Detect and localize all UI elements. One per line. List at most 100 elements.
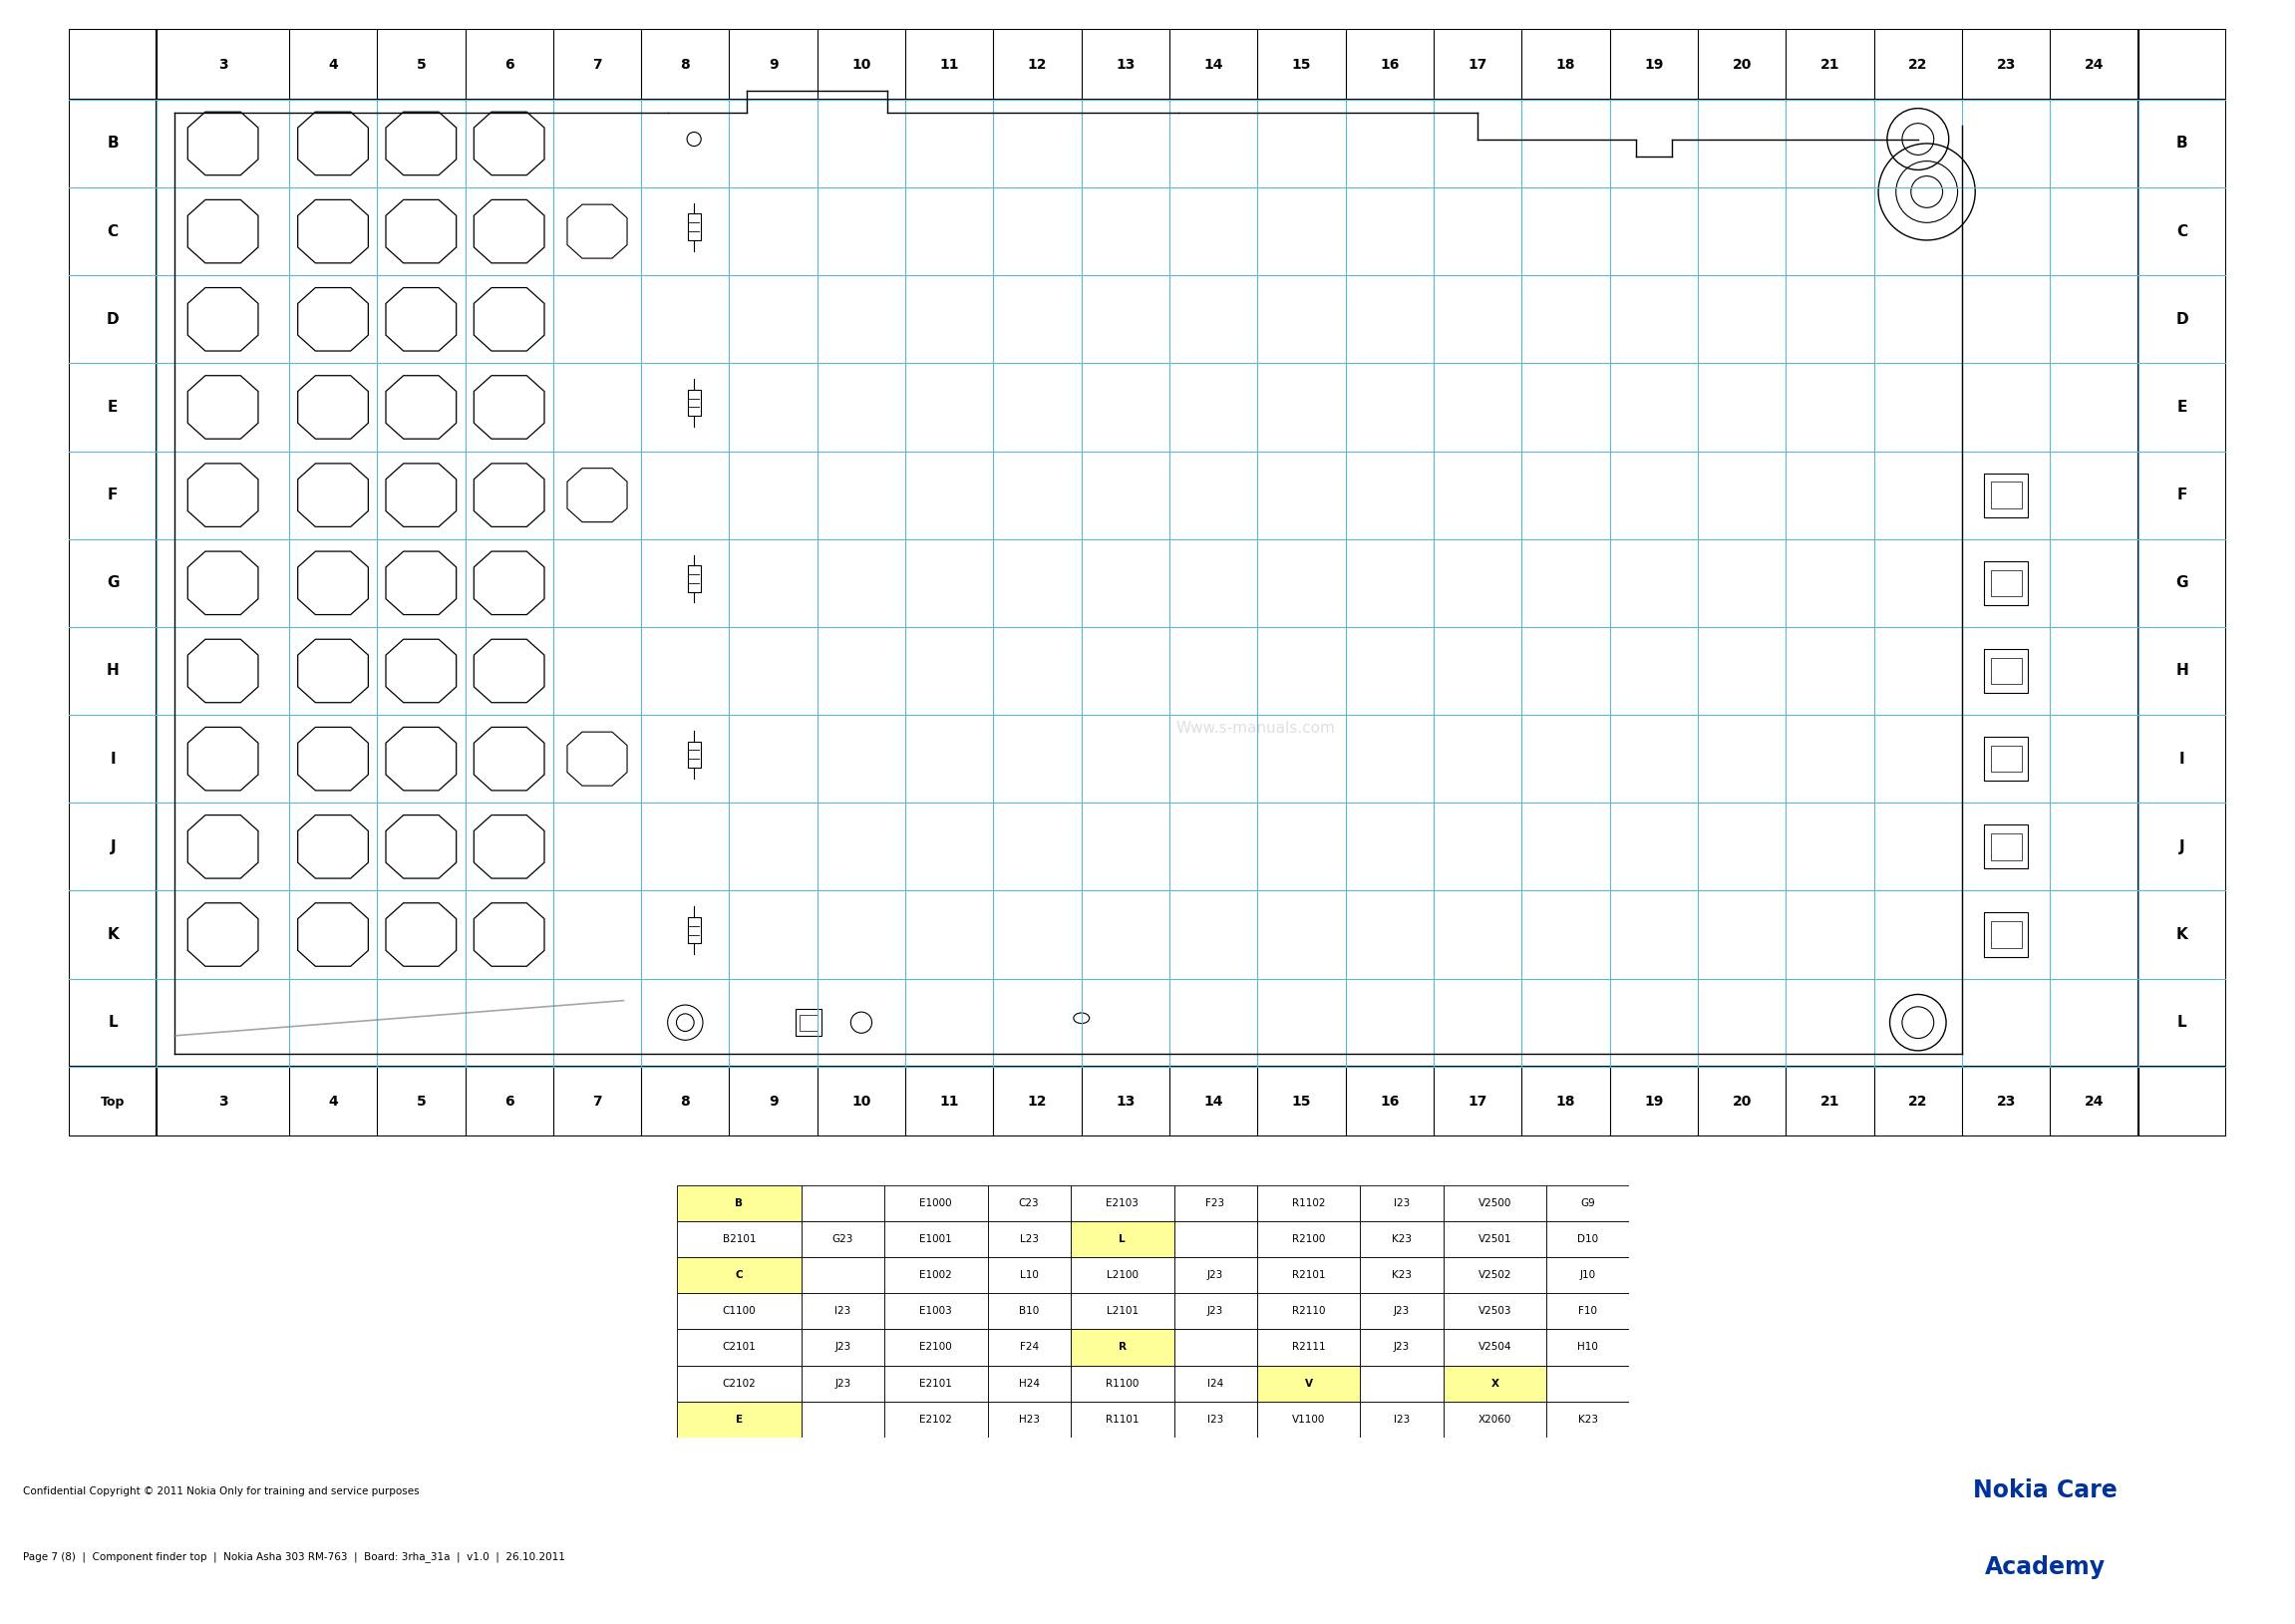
Text: K23: K23 — [1579, 1415, 1597, 1424]
Text: J: J — [110, 840, 115, 854]
Bar — [987, 1330, 1069, 1366]
Bar — [1444, 1221, 1547, 1257]
Bar — [1361, 1257, 1444, 1293]
Text: J: J — [2180, 840, 2185, 854]
Bar — [884, 1293, 987, 1330]
Bar — [1175, 1293, 1258, 1330]
Text: 9: 9 — [769, 1095, 778, 1109]
Bar — [1983, 913, 2029, 957]
Bar — [801, 1366, 884, 1402]
Text: 11: 11 — [939, 57, 959, 71]
Text: 12: 12 — [1028, 1095, 1047, 1109]
Bar — [796, 1010, 822, 1036]
Bar — [1069, 1402, 1175, 1437]
Bar — [1444, 1186, 1547, 1221]
Bar — [1990, 921, 2022, 948]
Text: J23: J23 — [835, 1343, 851, 1353]
Text: L: L — [108, 1015, 117, 1030]
Bar — [1547, 1293, 1629, 1330]
Bar — [987, 1366, 1069, 1402]
Text: 21: 21 — [1820, 57, 1841, 71]
Bar — [801, 1186, 884, 1221]
Text: V2504: V2504 — [1478, 1343, 1512, 1353]
Text: V1100: V1100 — [1292, 1415, 1324, 1424]
Text: 5: 5 — [415, 57, 427, 71]
Text: 6: 6 — [505, 1095, 514, 1109]
Bar — [1983, 560, 2029, 606]
Text: V: V — [1304, 1379, 1313, 1389]
Text: R2101: R2101 — [1292, 1270, 1324, 1280]
Text: 19: 19 — [1643, 1095, 1664, 1109]
Bar — [1258, 1221, 1361, 1257]
Text: E: E — [737, 1415, 744, 1424]
Bar — [688, 565, 700, 591]
Text: 20: 20 — [1733, 57, 1751, 71]
Text: J23: J23 — [835, 1379, 851, 1389]
Bar — [1547, 1257, 1629, 1293]
Bar — [987, 1257, 1069, 1293]
Bar — [1069, 1330, 1175, 1366]
Bar — [884, 1257, 987, 1293]
Bar — [1175, 1186, 1258, 1221]
Bar — [987, 1221, 1069, 1257]
Bar — [1258, 1186, 1361, 1221]
Text: 22: 22 — [1907, 57, 1928, 71]
Text: H: H — [2176, 664, 2189, 679]
Bar — [1444, 1402, 1547, 1437]
Text: 9: 9 — [769, 57, 778, 71]
Bar — [677, 1402, 801, 1437]
Bar — [1444, 1366, 1547, 1402]
Text: R2110: R2110 — [1292, 1306, 1324, 1317]
Text: 6: 6 — [505, 57, 514, 71]
Bar — [1175, 1221, 1258, 1257]
Text: 14: 14 — [1205, 57, 1223, 71]
Text: 24: 24 — [2084, 1095, 2105, 1109]
Text: L23: L23 — [1019, 1234, 1037, 1244]
Text: Confidential Copyright © 2011 Nokia Only for training and service purposes: Confidential Copyright © 2011 Nokia Only… — [23, 1486, 420, 1496]
Text: C: C — [108, 224, 119, 239]
Text: 4: 4 — [328, 57, 337, 71]
Bar — [677, 1293, 801, 1330]
Text: B10: B10 — [1019, 1306, 1040, 1317]
Bar — [1983, 650, 2029, 693]
Text: Nokia Care: Nokia Care — [1974, 1479, 2116, 1502]
Text: J23: J23 — [1393, 1343, 1409, 1353]
Bar — [1175, 1402, 1258, 1437]
Text: V2500: V2500 — [1478, 1199, 1512, 1208]
Bar — [1175, 1366, 1258, 1402]
Text: 22: 22 — [1907, 1095, 1928, 1109]
Bar — [1547, 1366, 1629, 1402]
Text: E1002: E1002 — [920, 1270, 952, 1280]
Text: B: B — [734, 1199, 744, 1208]
Bar — [884, 1221, 987, 1257]
Text: R1101: R1101 — [1106, 1415, 1138, 1424]
Text: Www.s-manuals.com: Www.s-manuals.com — [1175, 721, 1336, 736]
Bar — [1990, 658, 2022, 684]
Text: 23: 23 — [1997, 57, 2015, 71]
Text: I23: I23 — [1207, 1415, 1223, 1424]
Text: K: K — [2176, 927, 2187, 942]
Text: K: K — [108, 927, 119, 942]
Bar — [688, 741, 700, 768]
Text: G23: G23 — [833, 1234, 854, 1244]
Bar — [799, 1015, 817, 1031]
Bar — [1361, 1293, 1444, 1330]
Bar — [801, 1402, 884, 1437]
Bar — [1069, 1257, 1175, 1293]
Text: R: R — [1118, 1343, 1127, 1353]
Text: C2102: C2102 — [723, 1379, 755, 1389]
Bar — [884, 1402, 987, 1437]
Text: R2100: R2100 — [1292, 1234, 1324, 1244]
Text: 7: 7 — [592, 1095, 601, 1109]
Bar — [801, 1221, 884, 1257]
Text: J23: J23 — [1393, 1306, 1409, 1317]
Bar — [677, 1366, 801, 1402]
Text: E2102: E2102 — [920, 1415, 952, 1424]
Text: 21: 21 — [1820, 1095, 1841, 1109]
Bar — [1069, 1293, 1175, 1330]
Bar — [987, 1186, 1069, 1221]
Text: H23: H23 — [1019, 1415, 1040, 1424]
Bar — [987, 1293, 1069, 1330]
Text: D: D — [106, 312, 119, 326]
Text: I: I — [110, 752, 115, 767]
